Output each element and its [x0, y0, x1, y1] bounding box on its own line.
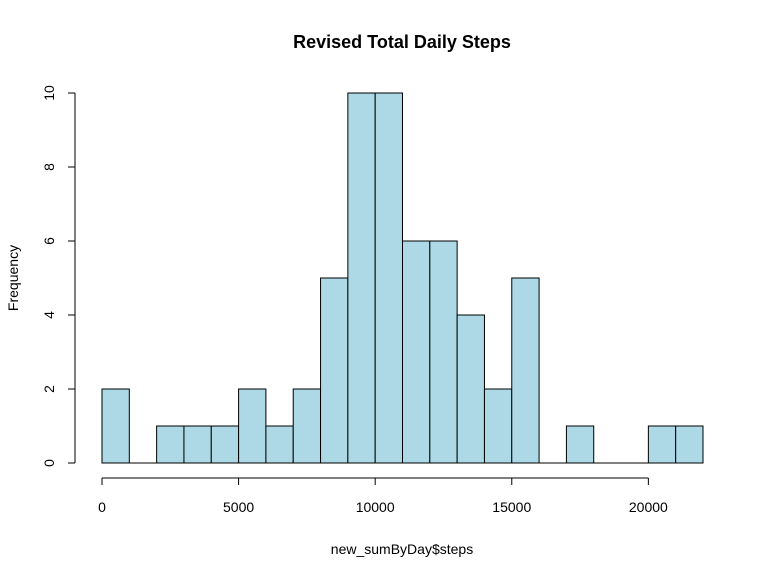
histogram-bar — [429, 240, 458, 464]
x-tick-label: 20000 — [629, 499, 668, 515]
y-axis: 0 2 4 6 8 10 — [41, 85, 76, 467]
bars-group — [101, 92, 704, 464]
histogram-bar — [156, 425, 185, 464]
y-tick-label: 6 — [41, 237, 57, 245]
histogram-bar — [456, 314, 485, 464]
chart-title: Revised Total Daily Steps — [293, 32, 511, 52]
histogram-bar — [647, 425, 677, 464]
y-axis-label: Frequency — [5, 245, 21, 311]
histogram-bar — [347, 92, 376, 464]
y-tick-label: 0 — [41, 459, 57, 467]
y-tick-label: 4 — [41, 311, 57, 319]
histogram-bar — [675, 425, 704, 464]
histogram-bar — [238, 388, 267, 464]
x-tick-label: 0 — [98, 499, 106, 515]
histogram-bar — [183, 425, 212, 464]
histogram-bar — [210, 425, 240, 464]
histogram-bar — [292, 388, 322, 464]
histogram-bar — [101, 388, 130, 464]
y-tick-label: 2 — [41, 385, 57, 393]
histogram-bar — [265, 425, 294, 464]
histogram-bar — [320, 277, 349, 464]
histogram-bar — [374, 92, 404, 464]
histogram-bar — [483, 388, 513, 464]
histogram-bar — [402, 240, 431, 464]
x-tick-label: 5000 — [223, 499, 254, 515]
y-tick-label: 8 — [41, 163, 57, 171]
y-tick-label: 10 — [41, 85, 57, 101]
histogram-bar — [565, 425, 595, 464]
x-axis: 0 5000 10000 15000 20000 — [98, 477, 668, 515]
histogram-bar — [511, 277, 540, 464]
x-axis-label: new_sumByDay$steps — [331, 541, 473, 557]
x-tick-label: 10000 — [356, 499, 395, 515]
x-tick-label: 15000 — [492, 499, 531, 515]
